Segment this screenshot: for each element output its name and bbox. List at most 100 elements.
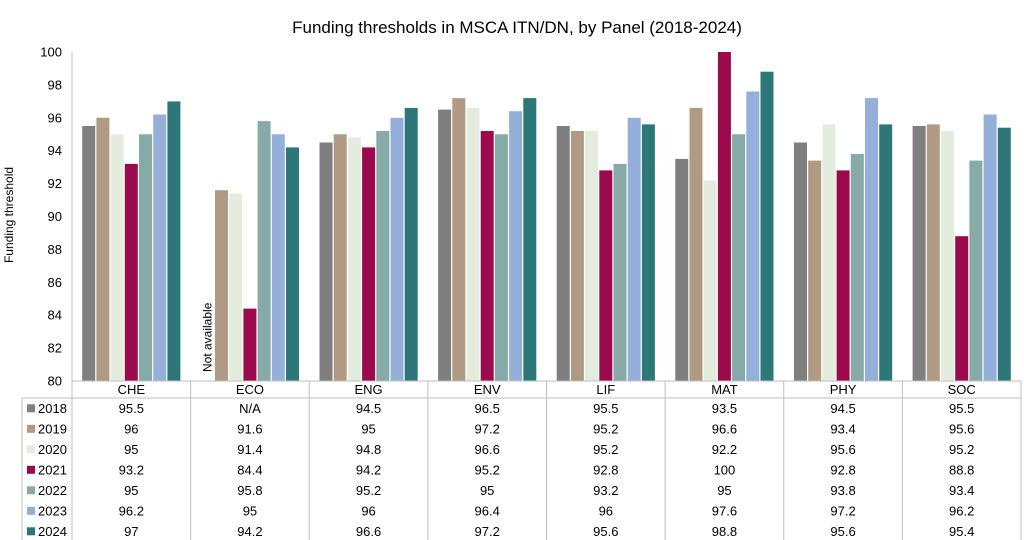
- y-tick-label: 84: [48, 308, 62, 323]
- bar-eng-2024: [404, 107, 418, 382]
- y-tick-label: 92: [48, 176, 62, 191]
- bar-eng-2019: [333, 134, 347, 382]
- table-cell: 96: [599, 503, 613, 518]
- table-cell: 95.6: [949, 421, 974, 436]
- bar-phy-2019: [808, 160, 822, 381]
- table-cell: 95.2: [475, 462, 500, 477]
- table-cell: 95: [361, 421, 375, 436]
- bar-soc-2023: [983, 114, 997, 381]
- table-cell: 91.6: [237, 421, 262, 436]
- table-cell: 97.2: [830, 503, 855, 518]
- x-tick-label-mat: MAT: [711, 382, 738, 397]
- bar-phy-2021: [836, 170, 850, 381]
- bar-eng-2023: [390, 117, 404, 382]
- legend-swatch-2023: [27, 506, 35, 515]
- bar-eng-2022: [376, 131, 390, 381]
- y-tick-label: 94: [48, 143, 62, 158]
- table-cell: 95: [124, 483, 138, 498]
- table-cell: 96: [361, 503, 375, 518]
- y-axis: 80 82 84 86 88 90 92 94 96 98 100: [40, 45, 73, 389]
- bar-env-2023: [509, 111, 523, 381]
- bar-phy-2020: [822, 124, 836, 382]
- bar-soc-2018: [912, 126, 926, 381]
- table-cell: 93.4: [830, 421, 855, 436]
- table-cell: 95.5: [949, 401, 974, 416]
- legend-label-2022: 2022: [38, 483, 67, 498]
- bar-env-2022: [494, 134, 508, 382]
- data-table: CHE ECO ENG ENV LIF MAT PHY SOC 2018 95.5 N/A 94.5 9…: [21, 380, 1022, 540]
- bar-env-2018: [438, 109, 452, 381]
- legend-swatch-2020: [27, 445, 35, 454]
- bar-env-2024: [523, 98, 537, 381]
- bar-lif-2022: [613, 163, 627, 381]
- y-tick-label: 80: [48, 374, 62, 389]
- bar-mat-2021: [717, 52, 731, 381]
- x-tick-label-eco: ECO: [236, 382, 264, 397]
- legend-label-2021: 2021: [38, 462, 67, 477]
- table-cell: 84.4: [237, 462, 262, 477]
- bar-eng-2020: [347, 137, 361, 381]
- bar-eco-2020: [229, 193, 243, 381]
- table-cell: 94.2: [237, 524, 262, 539]
- legend-label-2024: 2024: [38, 524, 67, 539]
- table-cell: 97: [124, 524, 138, 539]
- bar-che-2021: [124, 163, 138, 381]
- bar-lif-2021: [599, 170, 613, 381]
- table-cell: 97.6: [712, 503, 737, 518]
- table-cell: 94.5: [356, 401, 381, 416]
- legend-swatch-2024: [27, 527, 35, 536]
- table-cell: 95.8: [237, 483, 262, 498]
- table-cell: 88.8: [949, 462, 974, 477]
- bar-eco-2019: [215, 190, 228, 381]
- bar-soc-2022: [969, 160, 983, 381]
- bar-mat-2019: [689, 107, 703, 382]
- chart-title: Funding thresholds in MSCA ITN/DN, by Pa…: [292, 18, 742, 37]
- table-cell: 93.2: [119, 462, 144, 477]
- bar-lif-2020: [585, 131, 599, 381]
- table-cell: 95.6: [830, 524, 855, 539]
- legend-swatch-2018: [27, 404, 35, 413]
- bar-che-2023: [153, 114, 167, 381]
- x-tick-label-lif: LIF: [596, 382, 615, 397]
- y-tick-label: 98: [48, 77, 62, 92]
- table-cell: 95: [124, 442, 138, 457]
- table-cell: 98.8: [712, 524, 737, 539]
- bar-che-2022: [139, 134, 152, 382]
- y-tick-label: 96: [48, 110, 62, 125]
- table-cell: 96.5: [475, 401, 500, 416]
- table-cell: 93.5: [712, 401, 737, 416]
- bar-eco-2024: [286, 147, 299, 381]
- table-cell: 95.5: [593, 401, 618, 416]
- x-tick-label-phy: PHY: [830, 382, 857, 397]
- table-cell: 93.8: [830, 483, 855, 498]
- y-tick-label: 82: [48, 341, 62, 356]
- bar-phy-2022: [850, 154, 864, 381]
- table-cell: 95.6: [593, 524, 618, 539]
- bar-lif-2019: [570, 131, 584, 381]
- bar-phy-2018: [794, 142, 807, 381]
- table-cell: 95.6: [830, 442, 855, 457]
- bars: Not available: [82, 52, 1011, 382]
- bar-phy-2024: [879, 124, 893, 382]
- x-tick-label-che: CHE: [118, 382, 146, 397]
- table-cell: 96.2: [119, 503, 144, 518]
- bar-eco-2022: [257, 121, 271, 381]
- table-cell: N/A: [239, 401, 261, 416]
- y-tick-label: 100: [40, 45, 62, 60]
- table-cell: 95.5: [119, 401, 144, 416]
- bar-env-2019: [452, 98, 466, 381]
- bar-soc-2021: [955, 236, 969, 381]
- bar-che-2024: [167, 101, 181, 382]
- table-cell: 94.8: [356, 442, 381, 457]
- bar-eco-2023: [271, 134, 285, 382]
- y-tick-label: 90: [48, 209, 62, 224]
- table-cell: 95.2: [949, 442, 974, 457]
- bar-soc-2019: [926, 124, 940, 382]
- bar-che-2020: [110, 134, 124, 382]
- legend-label-2023: 2023: [38, 503, 67, 518]
- table-cell: 95: [480, 483, 494, 498]
- bar-soc-2020: [941, 131, 954, 381]
- table-cell: 96.4: [475, 503, 500, 518]
- table-cell: 92.2: [712, 442, 737, 457]
